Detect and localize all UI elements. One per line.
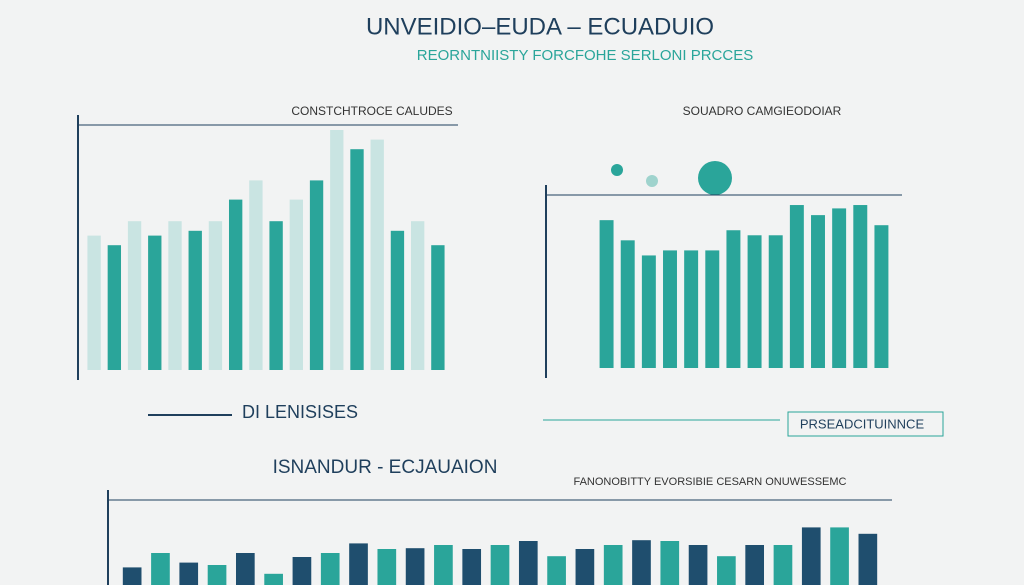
bar [811, 215, 825, 368]
bar [684, 250, 699, 368]
bar [789, 205, 804, 368]
bar [773, 545, 793, 585]
bar [747, 235, 762, 368]
bar [853, 205, 868, 368]
bar [179, 562, 199, 585]
bar [289, 199, 304, 370]
bar [107, 245, 122, 370]
bar [858, 533, 878, 585]
bar [620, 240, 635, 368]
bar [688, 545, 708, 585]
bar [745, 545, 765, 585]
bar [207, 565, 227, 585]
bar [292, 557, 312, 585]
bar [874, 225, 889, 368]
page-subtitle: REORNTNIISTY FORCFOHE SERLONI PRCCES [417, 47, 753, 64]
bar [518, 541, 538, 585]
caption-box [787, 411, 944, 437]
chart-title: SOUADRO CAMGIEODOIAR [683, 104, 842, 118]
bar [705, 250, 720, 368]
bar [660, 541, 680, 585]
bar [410, 221, 425, 370]
chart-caption: PRSEADCITUINNCE [800, 416, 925, 431]
bar [87, 235, 101, 370]
chart-title: CONSTCHTROCE CALUDES [291, 104, 452, 118]
bar [349, 543, 368, 585]
bar [768, 235, 783, 368]
chart-caption: DI LENISISES [242, 402, 358, 422]
bar [168, 221, 182, 370]
chart-caption: FANONOBITTY EVORSIBIE CESARN ONUWESSEMC [573, 476, 846, 488]
bar [390, 230, 405, 370]
bar [575, 549, 595, 585]
bar [127, 221, 142, 370]
decoration [698, 161, 732, 195]
bar [235, 553, 255, 585]
chart-title: ISNANDUR - ECJAUAION [273, 457, 498, 478]
bar [599, 220, 614, 368]
bar [309, 180, 324, 370]
bar [431, 245, 445, 370]
bar [148, 235, 162, 370]
bar [377, 549, 397, 585]
page-title: UNVEIDIO–EUDA – ECUADUIO [366, 13, 714, 40]
bar [462, 549, 482, 585]
bar [832, 208, 847, 368]
bar [490, 545, 510, 585]
bar [434, 545, 453, 585]
bar [350, 149, 364, 370]
bar [370, 139, 384, 370]
decoration [611, 164, 623, 176]
bar [801, 527, 821, 585]
decoration [646, 175, 658, 187]
bar [151, 553, 170, 585]
bar [632, 540, 651, 585]
bar [547, 556, 566, 585]
bar [264, 573, 283, 585]
bar [228, 199, 243, 370]
bar [830, 527, 849, 585]
bar [603, 545, 623, 585]
bar [663, 250, 677, 368]
bar [208, 221, 223, 370]
bar [320, 553, 340, 585]
bar [717, 556, 736, 585]
bar [269, 221, 283, 370]
bar [726, 230, 741, 368]
bar [249, 180, 263, 370]
bar [405, 548, 425, 585]
bar [641, 255, 656, 368]
bar [188, 230, 202, 370]
bar [330, 130, 344, 370]
bar [122, 567, 142, 585]
